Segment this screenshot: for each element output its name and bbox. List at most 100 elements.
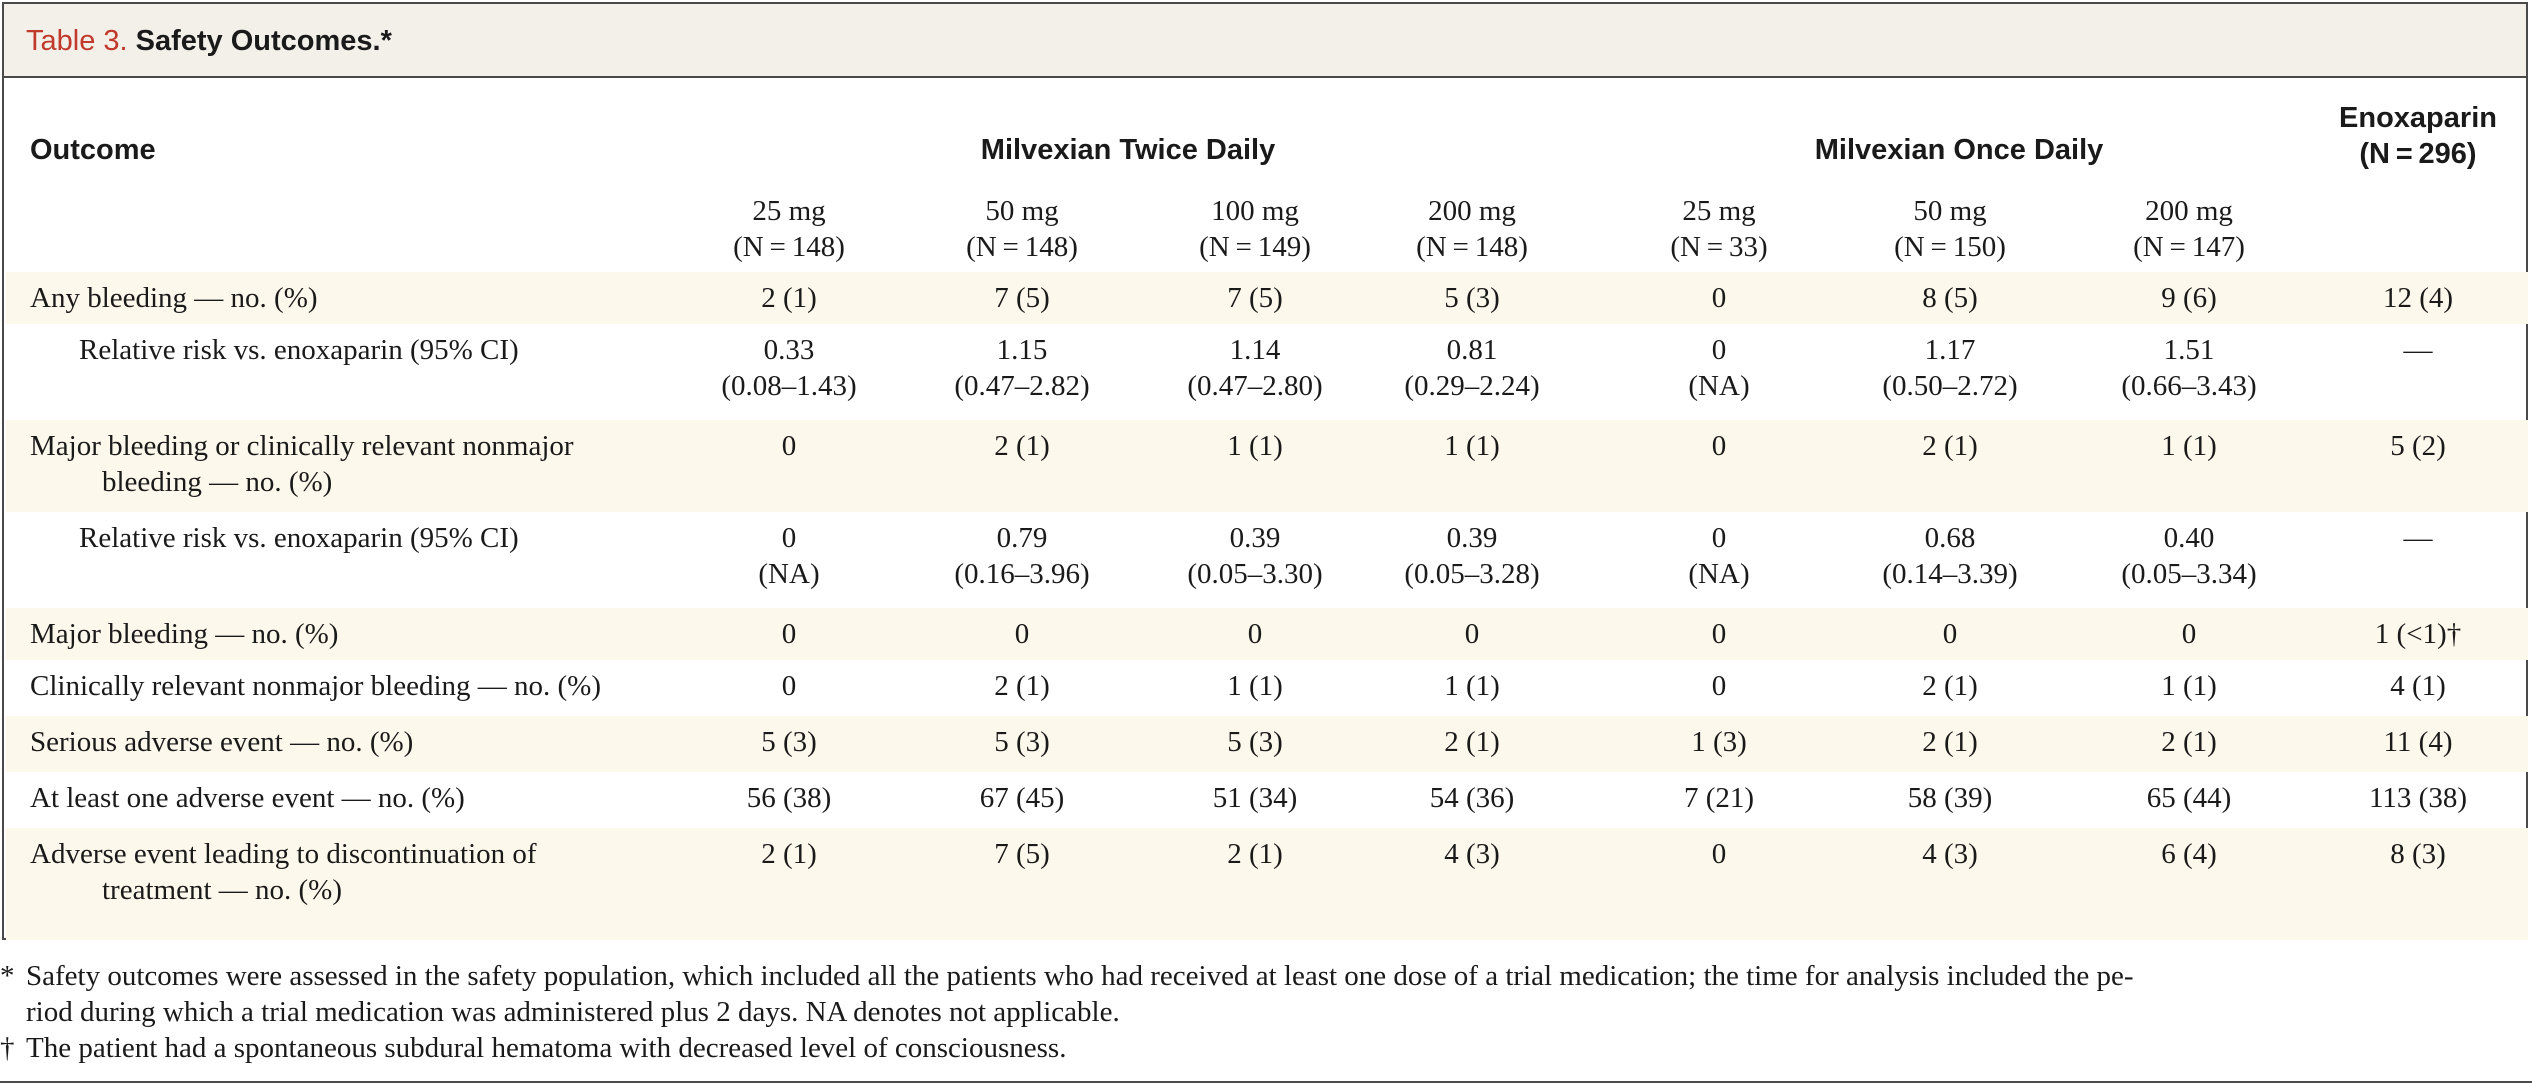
table-cell: —: [2403, 522, 2433, 554]
table-cell: 1 (<1)†: [2374, 618, 2462, 650]
table-cell: 0.39: [1446, 522, 1498, 554]
bottom-rule: [0, 1081, 2532, 1083]
dose-header: 25 mg: [1682, 195, 1756, 227]
table-cell: 2 (1): [994, 670, 1050, 702]
dose-n: (N = 148): [1416, 231, 1528, 263]
table-cell: 0: [781, 618, 797, 650]
table-cell: 4 (3): [1922, 838, 1978, 870]
table-cell: 0: [781, 430, 797, 462]
table-cell: 0: [1711, 522, 1727, 554]
dose-n: (N = 148): [733, 231, 845, 263]
table-cell-ci: (0.08–1.43): [721, 370, 857, 402]
table-cell-ci: (0.05–3.28): [1404, 558, 1540, 590]
row-label: Major bleeding or clinically relevant no…: [30, 430, 574, 462]
table-cell: 0: [2181, 618, 2197, 650]
table-title: Safety Outcomes.*: [135, 25, 392, 57]
table-cell: 0: [781, 522, 797, 554]
table-cell: 5 (3): [1227, 726, 1283, 758]
table-cell: 8 (3): [2390, 838, 2446, 870]
footnotes: * Safety outcomes were assessed in the s…: [0, 958, 2520, 1066]
row-label: Clinically relevant nonmajor bleeding — …: [30, 670, 601, 702]
enoxaparin-n: (N = 296): [2359, 138, 2477, 170]
table-cell: 0: [1711, 838, 1727, 870]
table-cell: 12 (4): [2382, 282, 2454, 314]
enoxaparin-header: Enoxaparin: [2339, 102, 2497, 134]
table-cell: 0: [1711, 282, 1727, 314]
table-cell-ci: (0.50–2.72): [1882, 370, 2018, 402]
table-cell-ci: (0.66–3.43): [2121, 370, 2257, 402]
dose-n: (N = 149): [1199, 231, 1311, 263]
dose-header: 25 mg: [752, 195, 826, 227]
dose-n: (N = 147): [2133, 231, 2245, 263]
table-cell: 5 (3): [994, 726, 1050, 758]
dose-n: (N = 148): [966, 231, 1078, 263]
footnote-dagger: † The patient had a spontaneous subdural…: [0, 1030, 2520, 1066]
footnote-line: Safety outcomes were assessed in the saf…: [26, 960, 2134, 992]
table-cell: 1 (1): [1227, 670, 1283, 702]
table-cell: 67 (45): [979, 782, 1065, 814]
table-cell: 6 (4): [2161, 838, 2217, 870]
table-cell: 2 (1): [2161, 726, 2217, 758]
dose-n: (N = 33): [1670, 231, 1768, 263]
table-cell: 7 (5): [1227, 282, 1283, 314]
table-cell: 0.33: [763, 334, 815, 366]
row-label: Serious adverse event — no. (%): [30, 726, 414, 758]
row-label-continued: treatment — no. (%): [102, 874, 342, 906]
row-shading: [6, 272, 2528, 324]
table-cell: 11 (4): [2383, 726, 2453, 758]
table-cell: 1 (1): [1227, 430, 1283, 462]
table-cell: 0: [1942, 618, 1958, 650]
table-cell-ci: (0.05–3.30): [1187, 558, 1323, 590]
table-cell: 2 (1): [1227, 838, 1283, 870]
table-cell: 2 (1): [1922, 670, 1978, 702]
table-cell: 0: [1711, 618, 1727, 650]
table-cell: 1 (1): [1444, 670, 1500, 702]
table-label: Table 3.: [26, 25, 128, 57]
table-cell: 51 (34): [1212, 782, 1298, 814]
table-cell: 7 (5): [994, 838, 1050, 870]
row-shading: [6, 608, 2528, 660]
table-cell: 0.40: [2163, 522, 2215, 554]
table-cell: 9 (6): [2161, 282, 2217, 314]
table-cell-ci: (0.47–2.80): [1187, 370, 1323, 402]
table-cell: 5 (2): [2390, 430, 2446, 462]
table-cell: 0.79: [996, 522, 1048, 554]
group-header-twice-daily: Milvexian Twice Daily: [980, 134, 1276, 166]
table-cell: 1 (1): [2161, 430, 2217, 462]
table-cell: 2 (1): [994, 430, 1050, 462]
table-cell: 4 (1): [2390, 670, 2446, 702]
row-label: Adverse event leading to discontinuation…: [30, 838, 537, 870]
table-cell: 1.15: [996, 334, 1048, 366]
footnote-mark: *: [0, 960, 15, 992]
table-cell: 2 (1): [761, 838, 817, 870]
table-cell: 113 (38): [2369, 782, 2467, 814]
table-cell: 0: [1247, 618, 1263, 650]
table-cell: 56 (38): [746, 782, 832, 814]
table-cell: 65 (44): [2146, 782, 2232, 814]
outcome-header: Outcome: [30, 134, 156, 166]
table-cell: 2 (1): [1922, 726, 1978, 758]
table-cell: 5 (3): [761, 726, 817, 758]
table-cell: 1.51: [2163, 334, 2215, 366]
table-cell-ci: (NA): [1688, 558, 1750, 590]
table-cell-ci: (NA): [758, 558, 820, 590]
table-title-bar: Table 3. Safety Outcomes.*: [4, 4, 2526, 78]
footnote-line: The patient had a spontaneous subdural h…: [26, 1032, 1067, 1064]
table-cell-ci: (0.16–3.96): [954, 558, 1090, 590]
table-cell: 1 (1): [2161, 670, 2217, 702]
table-cell: 0: [1711, 334, 1727, 366]
table-cell: 0: [1711, 670, 1727, 702]
table-cell: 4 (3): [1444, 838, 1500, 870]
row-label: Any bleeding — no. (%): [30, 282, 318, 314]
table-cell: 0.68: [1924, 522, 1976, 554]
table-cell: 2 (1): [1444, 726, 1500, 758]
table-cell: 0: [1711, 430, 1727, 462]
table-cell: 0: [1464, 618, 1480, 650]
table-cell-ci: (0.05–3.34): [2121, 558, 2257, 590]
table-cell: 8 (5): [1922, 282, 1978, 314]
row-label-continued: bleeding — no. (%): [102, 466, 333, 498]
footnote-asterisk: * Safety outcomes were assessed in the s…: [0, 958, 2520, 1030]
table-cell: 1.17: [1924, 334, 1976, 366]
row-label: Major bleeding — no. (%): [30, 618, 339, 650]
row-shading: [6, 420, 2528, 512]
